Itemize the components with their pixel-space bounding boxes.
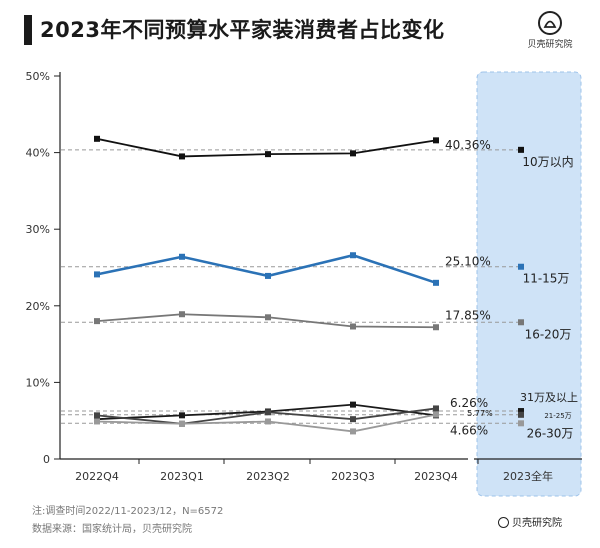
data-point — [350, 401, 356, 408]
annual-point — [518, 146, 524, 153]
annual-tick-label: 2023全年 — [503, 469, 553, 483]
footer-brand: 贝壳研究院 — [498, 514, 562, 529]
data-point — [179, 420, 185, 427]
data-point — [433, 137, 439, 144]
y-tick-label: 0 — [43, 453, 50, 466]
y-tick-label: 30% — [26, 223, 50, 236]
annual-highlight-panel — [476, 71, 582, 497]
x-tick-label: 2023Q1 — [160, 470, 204, 483]
annual-value-label: 6.26% — [450, 396, 488, 410]
annual-value-label: 25.10% — [445, 255, 491, 269]
title-accent-bar — [24, 15, 32, 45]
shell-logo-icon — [498, 517, 509, 528]
data-point — [433, 324, 439, 331]
shell-logo-icon — [538, 11, 562, 35]
annual-point — [518, 408, 524, 415]
series-name-label: 31万及以上 — [520, 391, 578, 404]
data-point — [94, 418, 100, 425]
data-point — [94, 412, 100, 419]
data-point — [350, 416, 356, 423]
data-point — [179, 311, 185, 318]
data-point — [94, 318, 100, 325]
data-point — [179, 253, 185, 260]
y-tick-label: 10% — [26, 376, 50, 389]
annual-value-label: 17.85% — [445, 308, 491, 322]
data-point — [179, 153, 185, 160]
data-point — [350, 428, 356, 435]
source-note: 数据来源：国家统计局，贝壳研究院 — [32, 524, 192, 535]
annual-point — [518, 319, 524, 326]
data-point — [265, 418, 271, 425]
series-name-label: 11-15万 — [523, 272, 570, 286]
annual-value-label: 4.66% — [450, 423, 488, 437]
x-tick-label: 2022Q4 — [75, 470, 119, 483]
brand-logo: 贝壳研究院 — [520, 10, 580, 56]
data-point — [179, 412, 185, 419]
data-point — [350, 252, 356, 259]
y-tick-label: 20% — [26, 300, 50, 313]
annual-value-label: 40.36% — [445, 138, 491, 152]
annual-point — [518, 263, 524, 270]
x-tick-label: 2023Q3 — [331, 470, 375, 483]
data-point — [94, 271, 100, 278]
y-tick-label: 40% — [26, 147, 50, 160]
data-point — [433, 279, 439, 286]
data-point — [433, 411, 439, 418]
series-name-label: 26-30万 — [527, 426, 574, 440]
data-point — [350, 150, 356, 157]
data-point — [94, 135, 100, 142]
chart-title: 2023年不同预算水平家装消费者占比变化 — [40, 18, 445, 42]
survey-note: 注:调查时间2022/11-2023/12，N=6572 — [32, 506, 224, 517]
series-name-label: 10万以内 — [522, 155, 573, 169]
brand-name: 贝壳研究院 — [527, 40, 573, 50]
data-point — [265, 272, 271, 279]
x-tick-label: 2023Q2 — [246, 470, 290, 483]
footer-brand-name: 贝壳研究院 — [512, 518, 562, 529]
annual-point — [518, 420, 524, 427]
series-name-label: 16-20万 — [525, 327, 572, 341]
data-point — [433, 405, 439, 412]
data-point — [265, 314, 271, 321]
data-point — [265, 409, 271, 416]
x-tick-label: 2023Q4 — [414, 470, 458, 483]
annual-value-label: 5.77% — [467, 409, 493, 418]
series-name-label: 21-25万 — [544, 412, 571, 420]
data-point — [265, 151, 271, 158]
annual-point — [518, 411, 524, 418]
data-point — [350, 323, 356, 330]
y-tick-label: 50% — [26, 70, 50, 83]
